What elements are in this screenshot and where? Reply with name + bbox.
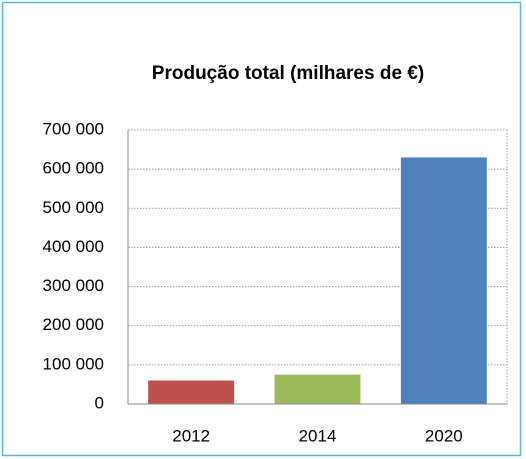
x-tick-label: 2020	[425, 426, 463, 445]
y-tick-label: 600 000	[43, 159, 104, 178]
y-tick-label: 700 000	[43, 119, 104, 138]
x-tick-label: 2012	[172, 426, 210, 445]
x-tick-label: 2014	[299, 426, 337, 445]
y-tick-label: 0	[95, 393, 104, 412]
y-tick-label: 200 000	[43, 315, 104, 334]
chart-title: Produção total (milhares de €)	[152, 63, 424, 84]
y-tick-label: 500 000	[43, 198, 104, 217]
bar	[400, 157, 487, 404]
bar	[274, 374, 361, 404]
y-tick-label: 300 000	[43, 276, 104, 295]
bar	[148, 380, 235, 404]
y-tick-label: 100 000	[43, 354, 104, 373]
y-tick-label: 400 000	[43, 237, 104, 256]
